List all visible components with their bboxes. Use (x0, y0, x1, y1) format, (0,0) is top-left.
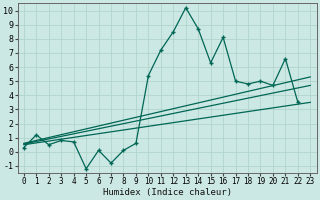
X-axis label: Humidex (Indice chaleur): Humidex (Indice chaleur) (103, 188, 232, 197)
